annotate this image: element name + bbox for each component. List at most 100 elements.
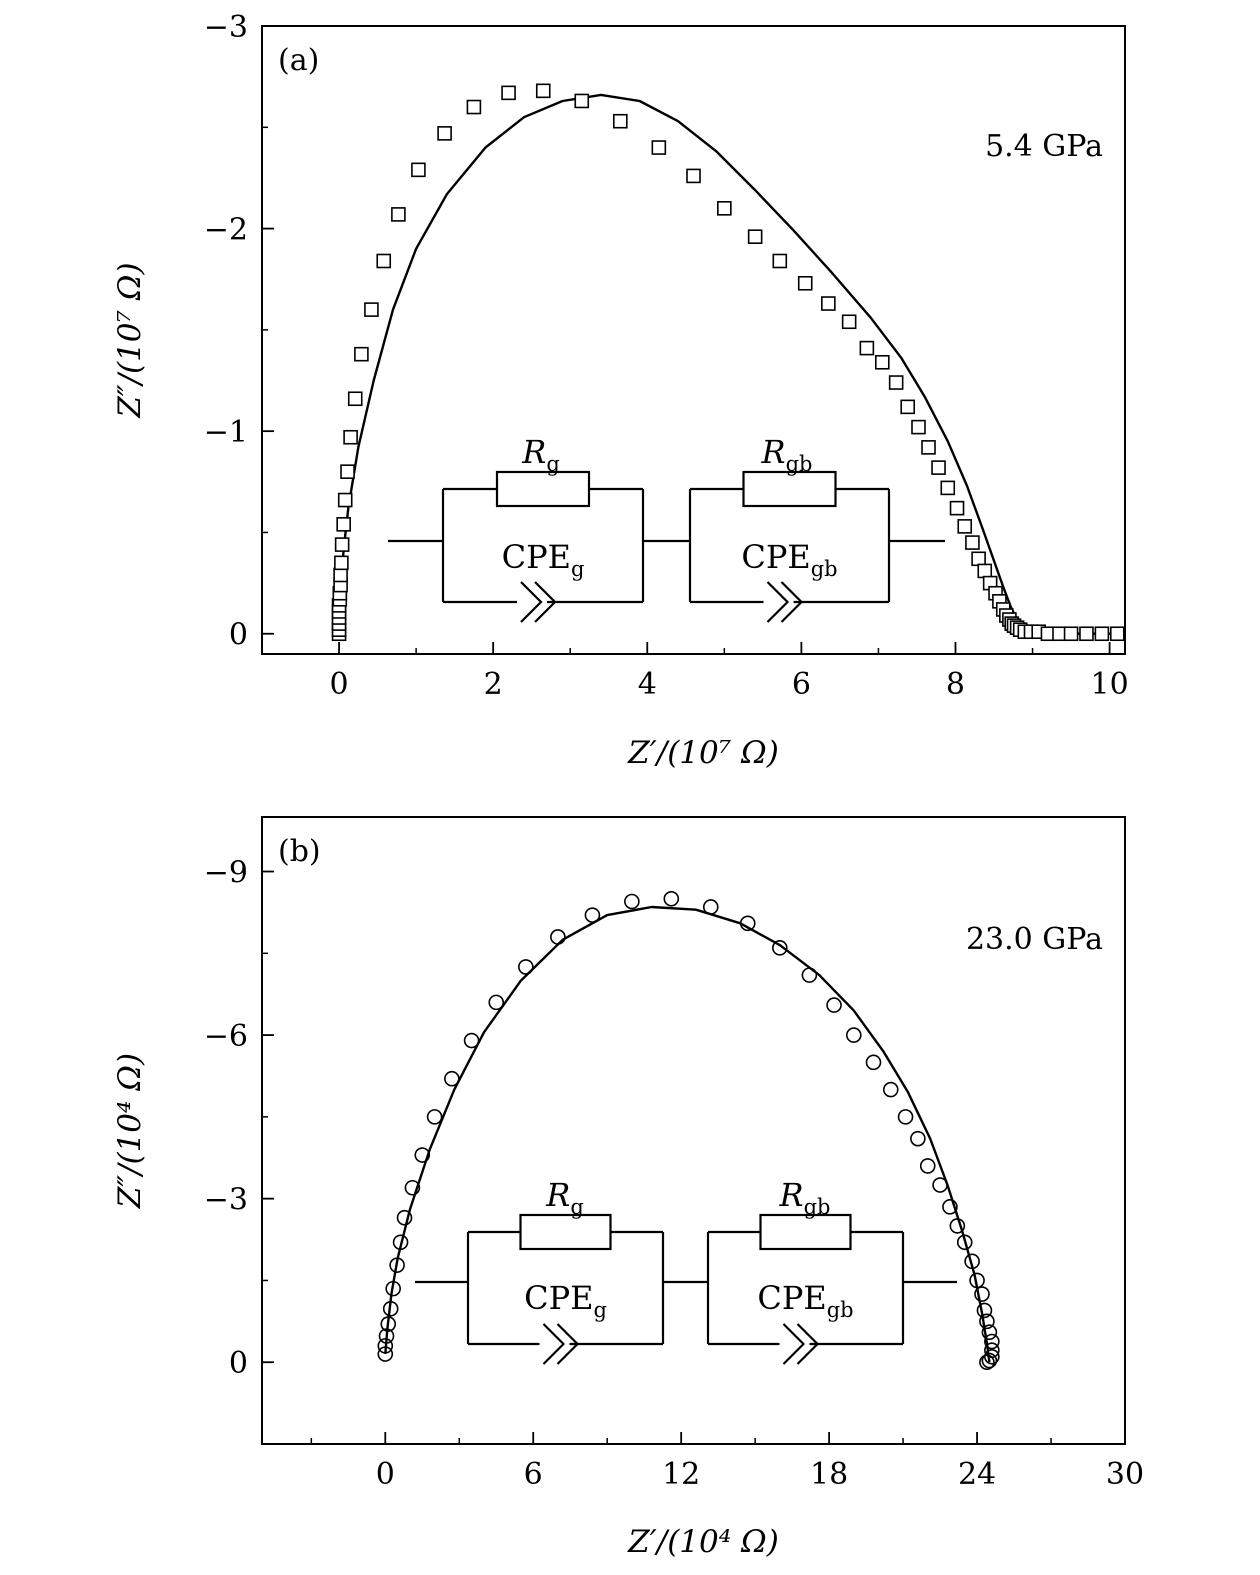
chart-panel-b: 0 6 12 18 24 30 0 −3 −6 −9 Z′/(10⁴ Ω) Z″/(10⁴ Ω) (b)… — [112, 816, 1144, 1560]
x-tick-label: 4 — [638, 667, 657, 702]
data-point — [702, 899, 719, 915]
cpe-label-right: CPEgb — [757, 1279, 853, 1322]
data-point — [377, 1338, 394, 1354]
resistor-symbol — [495, 470, 591, 508]
x-tick-label: 0 — [330, 667, 349, 702]
data-point — [663, 890, 680, 907]
cpe-symbol — [542, 1323, 566, 1365]
data-point — [981, 1324, 998, 1341]
data-point — [965, 535, 980, 550]
data-point — [1063, 626, 1079, 642]
data-point — [882, 1081, 899, 1098]
x-tick-label: 8 — [946, 667, 965, 702]
data-point — [347, 391, 363, 407]
data-point — [334, 555, 349, 571]
data-point — [382, 1300, 399, 1317]
data-point — [437, 126, 452, 141]
plot-frame — [261, 25, 1126, 655]
data-point — [651, 140, 667, 155]
data-point — [910, 1130, 926, 1147]
resistor-label-left: Rg — [545, 1176, 584, 1219]
data-point — [343, 429, 358, 445]
data-point — [466, 99, 482, 115]
x-tick-label: 10 — [1090, 667, 1128, 702]
data-point — [974, 1286, 990, 1302]
x-tick-label: 2 — [484, 667, 503, 702]
data-point — [377, 1346, 394, 1362]
y-tick-label: −9 — [204, 856, 248, 891]
data-point — [826, 997, 842, 1013]
data-point — [739, 915, 756, 932]
x-tick-label: 12 — [662, 1457, 700, 1492]
y-tick-label: 0 — [229, 1346, 248, 1381]
equivalent-circuit — [388, 470, 945, 623]
pressure-annotation: 23.0 GPa — [966, 922, 1103, 957]
data-point — [518, 959, 534, 975]
data-point — [391, 207, 406, 222]
data-point — [747, 229, 763, 244]
data-point — [932, 1177, 948, 1193]
data-point — [977, 563, 993, 579]
cpe-symbol — [766, 581, 790, 623]
data-point — [956, 1234, 973, 1251]
data-point — [957, 519, 973, 534]
resistor-label-right: Rgb — [761, 433, 813, 476]
resistor-symbol — [742, 470, 837, 508]
data-point — [385, 1280, 401, 1297]
data-point — [501, 85, 516, 101]
cpe-symbol — [556, 1323, 580, 1365]
data-point — [354, 346, 369, 362]
data-point — [874, 354, 890, 370]
data-point — [1109, 626, 1125, 642]
data-point — [404, 1179, 421, 1196]
data-point — [411, 162, 426, 178]
plot-frame — [261, 816, 1126, 1445]
data-point — [376, 253, 392, 269]
data-point — [969, 1272, 985, 1289]
data-point — [911, 419, 926, 435]
resistor-label-left: Rg — [521, 433, 560, 476]
data-point — [686, 168, 701, 184]
cpe-symbol — [796, 1323, 820, 1365]
data-point — [931, 460, 946, 475]
cpe-symbol — [780, 581, 804, 623]
data-point — [821, 296, 836, 311]
resistor-symbol — [759, 1213, 852, 1251]
data-point — [444, 1070, 460, 1087]
data-point — [550, 929, 566, 945]
data-point — [333, 567, 348, 583]
data-point — [845, 1027, 862, 1043]
resistor-label-right: Rgb — [779, 1176, 831, 1219]
data-point — [340, 464, 355, 479]
data-point — [624, 893, 640, 910]
data-point — [336, 517, 351, 532]
data-point — [984, 1348, 1000, 1365]
data-point — [981, 1352, 998, 1369]
data-point — [396, 1209, 413, 1226]
data-point — [1094, 626, 1110, 642]
x-tick-label: 6 — [792, 667, 811, 702]
data-point — [859, 340, 875, 356]
data-point — [979, 1354, 995, 1371]
y-tick-label: −1 — [204, 415, 248, 450]
x-axis-title: Z′/(10⁷ Ω) — [627, 735, 779, 771]
data-point — [797, 275, 813, 291]
pressure-annotation: 5.4 GPa — [985, 129, 1103, 164]
data-point — [334, 537, 350, 552]
data-point — [900, 399, 916, 415]
data-point — [841, 314, 857, 330]
y-axis-title: Z″/(10⁴ Ω) — [112, 1053, 148, 1209]
panel-label: (b) — [278, 834, 321, 869]
cpe-symbol — [534, 581, 557, 623]
data-point — [984, 1333, 1000, 1350]
x-tick-label: 30 — [1106, 1457, 1144, 1492]
data-point — [1079, 626, 1094, 642]
data-point — [964, 1253, 980, 1270]
data-point — [574, 93, 590, 109]
data-point — [364, 302, 379, 317]
cpe-label-left: CPEg — [502, 538, 585, 581]
data-point — [426, 1109, 443, 1125]
data-point — [612, 113, 628, 129]
cpe-label-right: CPEgb — [741, 538, 837, 581]
